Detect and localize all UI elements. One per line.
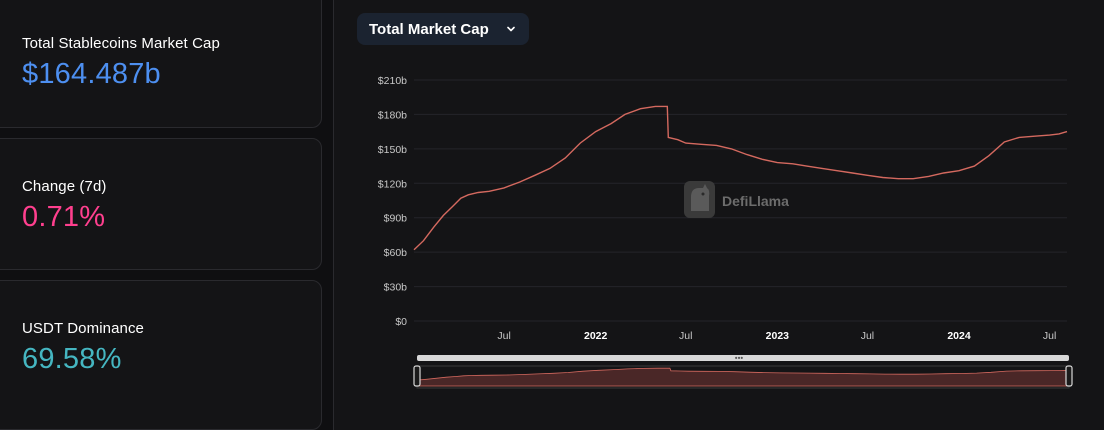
- x-tick-label: 2024: [947, 330, 971, 342]
- slider-handle-right[interactable]: [1065, 365, 1073, 387]
- range-slider[interactable]: •••: [413, 354, 1073, 389]
- dominance-value: 69.58%: [22, 343, 122, 375]
- change-value: 0.71%: [22, 201, 106, 233]
- chevron-down-icon: [507, 26, 515, 32]
- x-tick-label: 2022: [584, 330, 608, 342]
- metric-select-label: Total Market Cap: [369, 20, 489, 38]
- market-cap-card: Total Stablecoins Market Cap $164.487b: [0, 0, 322, 128]
- y-tick-label: $210b: [378, 75, 407, 87]
- slider-bar[interactable]: [417, 355, 1069, 361]
- grip-icon: •••: [735, 354, 744, 363]
- stablecoin-market-cap-chart: $0 $30b $60b $90b $120b $150b $180b $210b Jul 20…: [378, 75, 1073, 389]
- x-tick-label: 2023: [766, 330, 790, 342]
- x-tick-label: Jul: [1043, 330, 1056, 342]
- market-cap-label: Total Stablecoins Market Cap: [22, 35, 220, 52]
- slider-handle-left[interactable]: [413, 365, 421, 387]
- watermark-text: DefiLlama: [722, 193, 789, 209]
- y-tick-label: $120b: [378, 178, 407, 190]
- y-tick-label: $90b: [384, 213, 408, 225]
- dominance-card: USDT Dominance 69.58%: [0, 280, 322, 430]
- y-tick-label: $30b: [384, 282, 408, 294]
- x-tick-label: Jul: [497, 330, 510, 342]
- llama-logo-icon: [684, 181, 715, 218]
- x-tick-label: Jul: [861, 330, 874, 342]
- change-card: Change (7d) 0.71%: [0, 138, 322, 270]
- y-tick-label: $60b: [384, 247, 408, 259]
- slider-preview-area: [416, 367, 1070, 387]
- metric-select[interactable]: Total Market Cap: [357, 13, 529, 45]
- y-tick-label: $150b: [378, 144, 407, 156]
- dominance-label: USDT Dominance: [22, 320, 145, 337]
- x-tick-label: Jul: [679, 330, 692, 342]
- series-line: [413, 105, 1068, 251]
- y-tick-label: $0: [395, 316, 407, 328]
- change-label: Change (7d): [22, 178, 107, 195]
- y-tick-label: $180b: [378, 109, 407, 121]
- market-cap-value: $164.487b: [22, 58, 161, 90]
- watermark: DefiLlama: [684, 181, 789, 218]
